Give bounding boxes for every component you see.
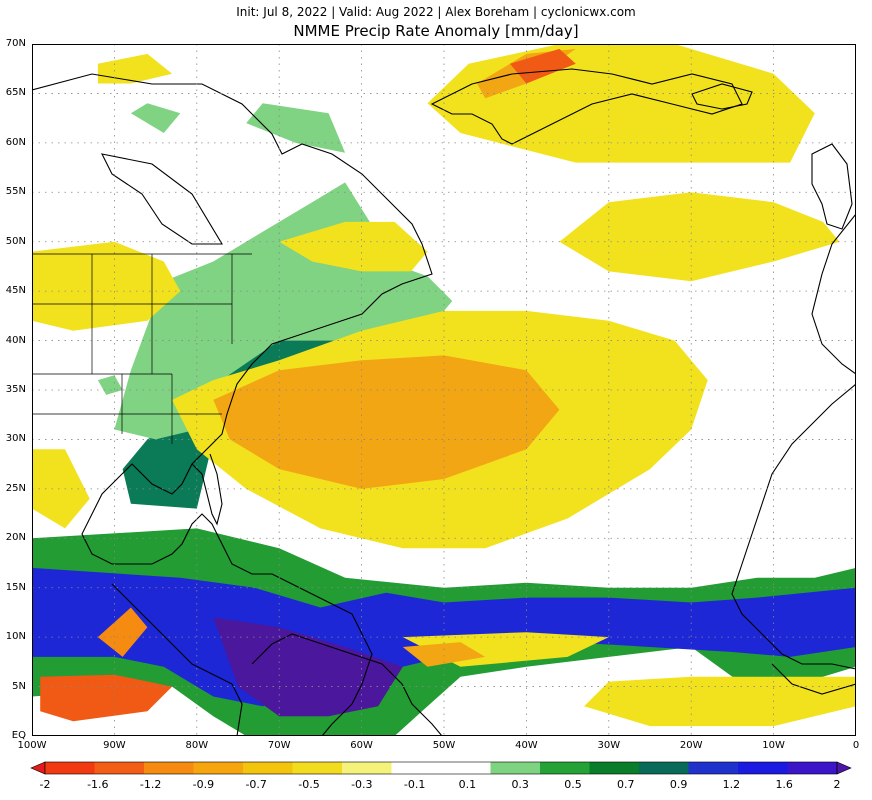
coastline-gulf-of-guinea — [771, 663, 856, 695]
colorbar-tick-label: 0.5 — [564, 778, 582, 791]
colorbar-tick-label: -1.2 — [139, 778, 162, 791]
colorbar-swatch — [540, 762, 590, 774]
colorbar — [30, 761, 852, 775]
latitude-tick-label: 60N — [5, 136, 26, 148]
coastline-hudson-bay — [101, 153, 223, 245]
latitude-tick-label: 5N — [12, 680, 26, 692]
longitude-tick-label: 0 — [852, 740, 860, 751]
colorbar-tick-label: 1.6 — [775, 778, 793, 791]
colorbar-tick-label: 0.7 — [617, 778, 635, 791]
colorbar-tick-label: 0.9 — [669, 778, 688, 791]
colorbar-swatch — [193, 762, 244, 774]
colorbar-swatch — [342, 762, 392, 774]
colorbar-tick-label: 2 — [833, 778, 841, 791]
anomaly-region — [509, 48, 576, 84]
coastline-south-america — [251, 633, 443, 736]
anomaly-region — [402, 642, 486, 667]
map-frame — [32, 44, 856, 736]
colorbar-tick-label: -0.1 — [403, 778, 426, 791]
map-title: NMME Precip Rate Anomaly [mm/day] — [293, 22, 579, 40]
colorbar-extend-low — [30, 761, 46, 775]
colorbar-swatches — [30, 761, 852, 775]
colorbar-tick-label: -0.9 — [192, 778, 215, 791]
colorbar-swatch — [639, 762, 689, 774]
longitude-tick-label: 90W — [103, 740, 126, 751]
latitude-tick-label: 10N — [5, 631, 26, 643]
longitude-tick-label: 80W — [185, 740, 209, 751]
colorbar-tick-label: -0.7 — [245, 778, 267, 791]
coastline-central-america — [111, 583, 243, 736]
latitude-tick-label: 40N — [5, 334, 26, 346]
anomaly-region — [97, 607, 148, 657]
anomaly-region — [97, 53, 173, 84]
colorbar-tick-label: -0.5 — [298, 778, 320, 791]
anomaly-region — [130, 103, 181, 133]
latitude-tick-label: 30N — [5, 433, 26, 445]
anomaly-map — [32, 44, 856, 736]
anomaly-region — [40, 674, 173, 722]
anomaly-region — [584, 676, 856, 727]
anomaly-region — [213, 355, 560, 489]
coastline-africa — [731, 383, 856, 670]
latitude-tick-label: 55N — [5, 186, 26, 198]
coastlines — [32, 68, 856, 736]
longitude-tick-label: 60W — [350, 740, 373, 751]
colorbar-swatch — [391, 762, 442, 774]
colorbar-swatch — [589, 762, 640, 774]
longitude-tick-label: 30W — [597, 740, 621, 751]
latitude-tick-label: 70N — [5, 38, 26, 49]
colorbar-swatch — [738, 762, 788, 774]
coastline-europe — [811, 213, 856, 375]
colorbar-tick-label: -0.3 — [351, 778, 373, 791]
colorbar-swatch — [441, 762, 491, 774]
colorbar-tick-label: -2 — [39, 778, 51, 791]
colorbar-swatch — [144, 762, 194, 774]
colorbar-tick-label: 0.1 — [458, 778, 477, 791]
anomaly-region — [32, 241, 181, 331]
colorbar-swatch — [94, 762, 145, 774]
coastline-florida — [191, 453, 223, 526]
colorbar-tick-label: 0.3 — [511, 778, 529, 791]
longitude-tick-label: 70W — [267, 740, 291, 751]
gridlines — [32, 44, 856, 736]
colorbar-swatch — [243, 762, 293, 774]
coastline-iceland — [691, 83, 753, 110]
colorbar-extend-high — [836, 761, 852, 775]
longitude-tick-label: 40W — [515, 740, 538, 751]
anomaly-region — [279, 221, 428, 272]
latitude-tick-label: 15N — [5, 581, 26, 593]
state-borders — [32, 253, 252, 444]
anomaly-region — [246, 103, 346, 153]
latitude-tick-label: 65N — [5, 87, 26, 99]
longitude-tick-label: 100W — [17, 740, 47, 751]
coastline-greenland — [430, 68, 743, 145]
latitude-tick-label: EQ — [11, 730, 26, 741]
coastline-british-isles — [811, 143, 853, 230]
longitude-tick-label: 20W — [679, 740, 703, 751]
latitude-tick-label: 35N — [5, 384, 26, 395]
colorbar-swatch — [292, 762, 343, 774]
colorbar-tick-label: -1.6 — [87, 778, 109, 791]
colorbar-swatch — [787, 762, 838, 774]
map-subtitle: Init: Jul 8, 2022 | Valid: Aug 2022 | Al… — [236, 5, 636, 19]
map-panel — [32, 44, 856, 736]
colorbar-swatch — [45, 762, 95, 774]
longitude-tick-label: 10W — [762, 740, 785, 751]
longitude-tick-label: 50W — [432, 740, 456, 751]
anomaly-region — [32, 449, 90, 529]
colorbar-swatch — [490, 762, 541, 774]
latitude-tick-label: 20N — [5, 532, 26, 544]
colorbar-swatch — [688, 762, 739, 774]
anomaly-region — [213, 617, 403, 717]
colorbar-tick-label: 1.2 — [722, 778, 741, 791]
anomaly-region — [559, 192, 840, 282]
latitude-tick-label: 45N — [5, 285, 26, 297]
colorbar-outline — [44, 761, 838, 775]
latitude-tick-label: 25N — [5, 482, 26, 494]
latitude-tick-label: 50N — [5, 235, 26, 247]
